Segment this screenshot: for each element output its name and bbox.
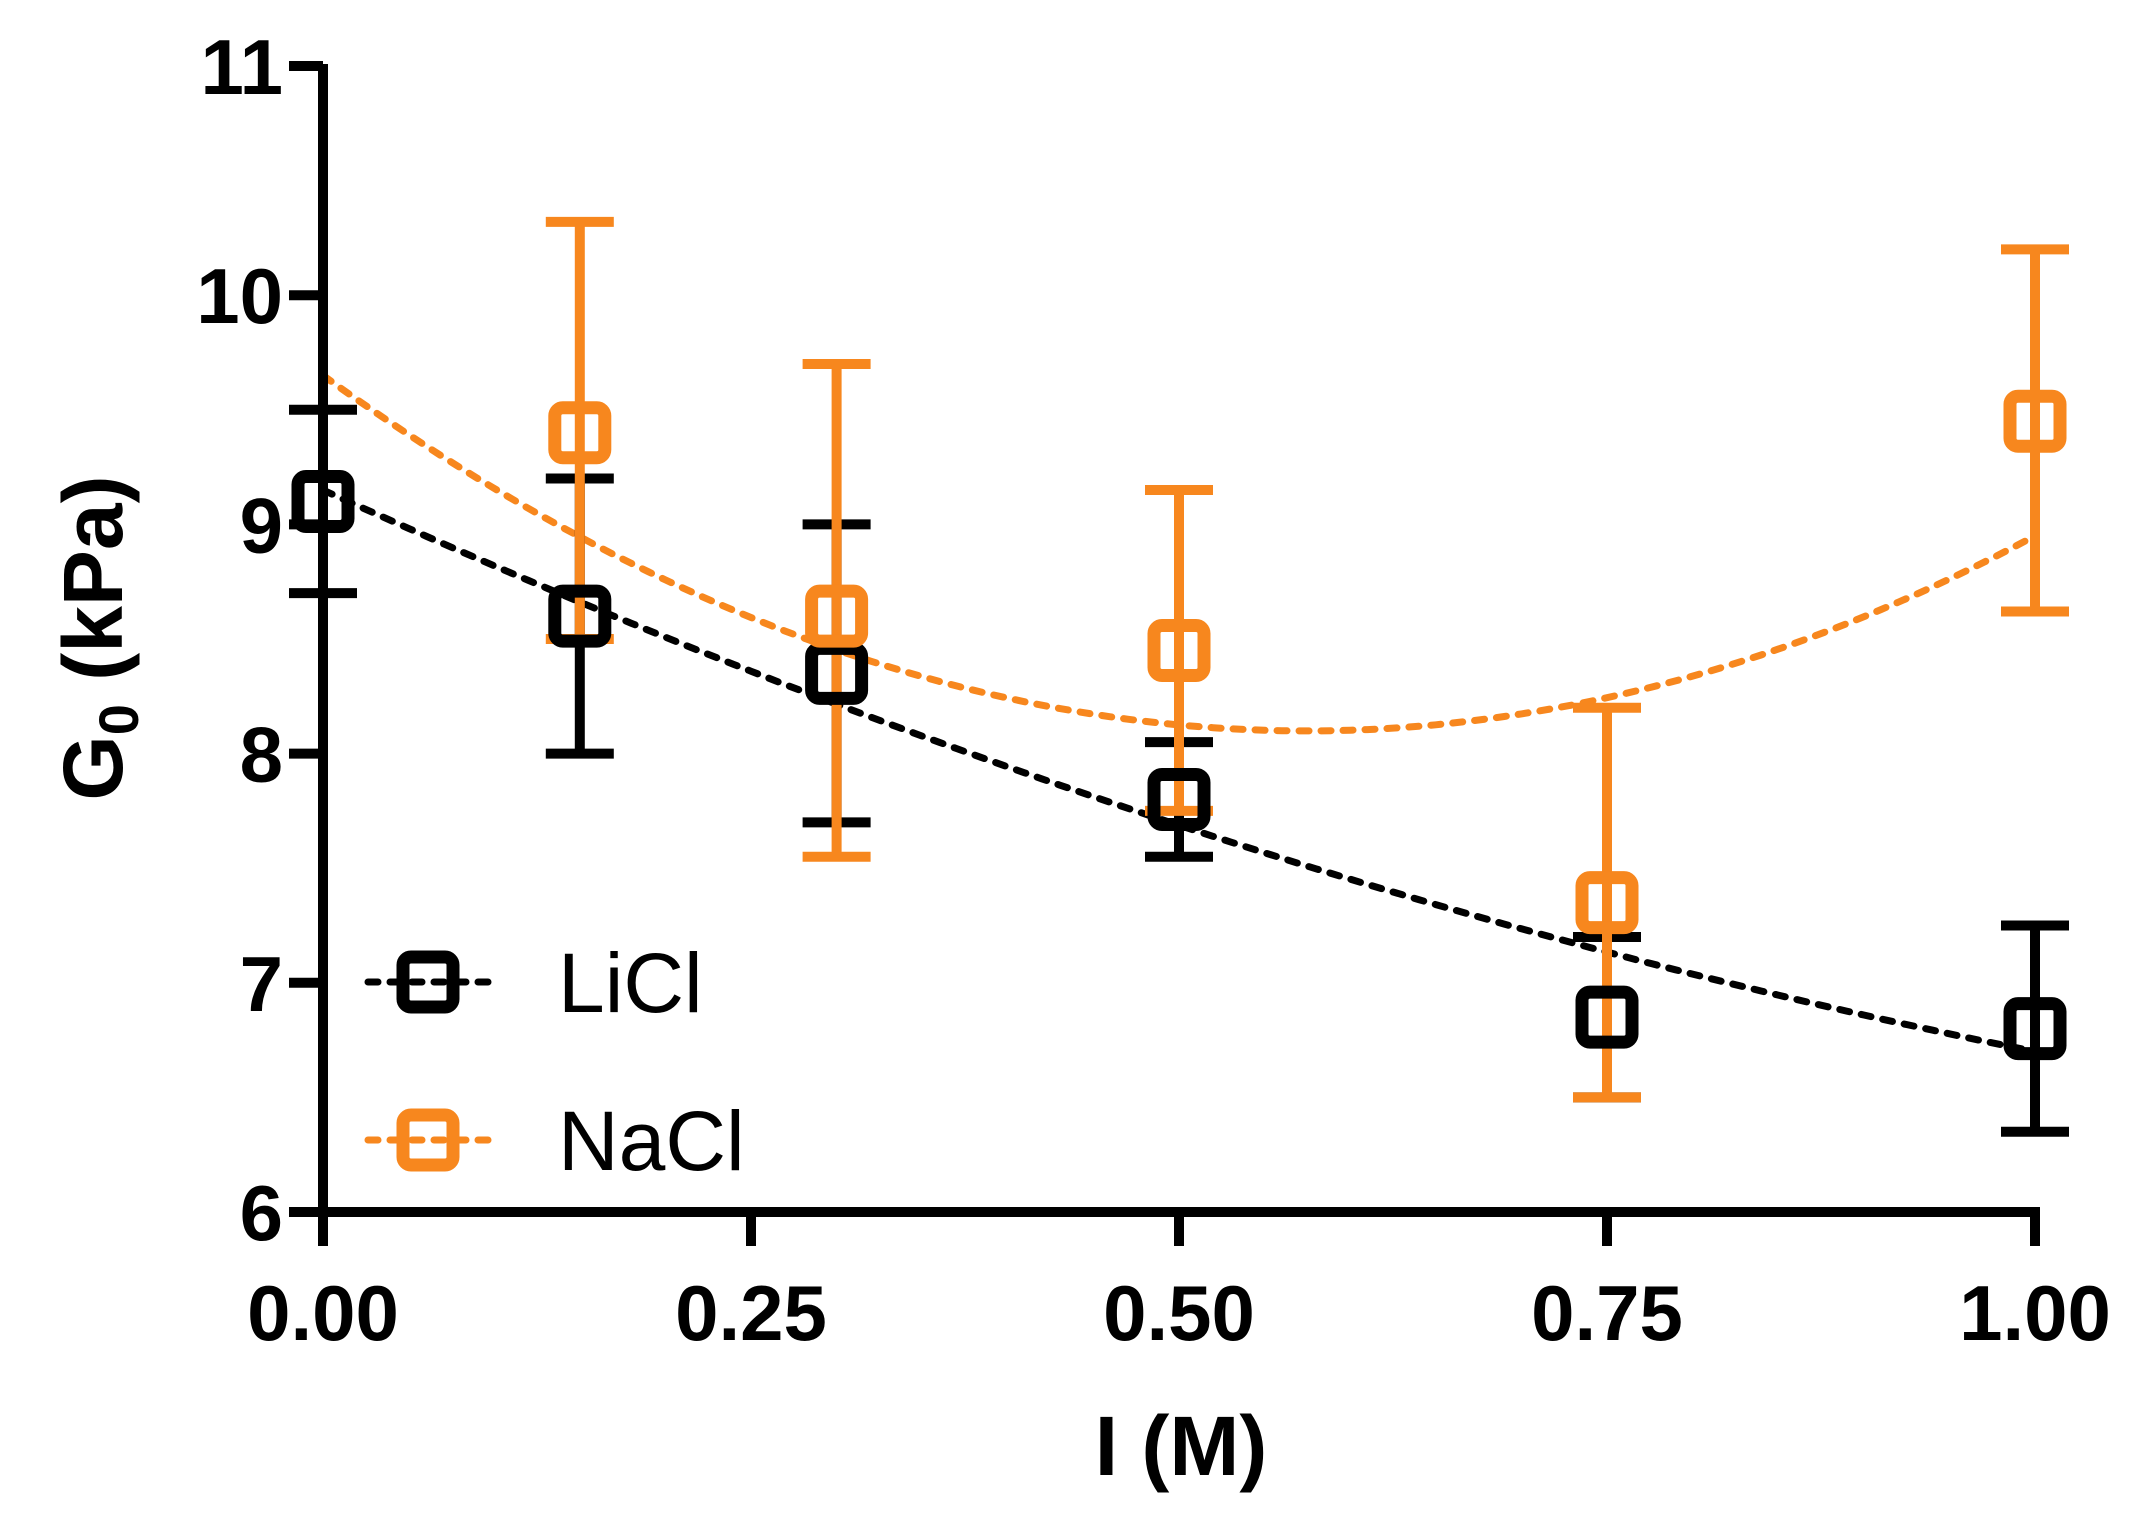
data-point-nacl: [1147, 618, 1211, 682]
data-point-nacl: [805, 584, 869, 648]
legend-marker-licl: [396, 950, 460, 1014]
x-tick-label-0.50: 0.50: [1103, 1269, 1255, 1357]
x-axis-title: I (M): [1095, 1399, 1268, 1493]
y-tick-label-7: 7: [240, 940, 283, 1028]
data-point-licl: [805, 641, 869, 705]
y-tick-label-9: 9: [240, 481, 283, 569]
y-ticks: 6 7 8 9 10 11: [196, 23, 323, 1257]
x-tick-label-0.00: 0.00: [247, 1269, 399, 1357]
error-bar-licl: [2001, 920, 2069, 1137]
y-axis-title-main: G: [46, 735, 140, 800]
y-axis-title-unit: (kPa): [46, 475, 140, 680]
y-axis-title-subscript: 0: [87, 704, 150, 735]
legend-label-licl: LiCl: [558, 936, 703, 1030]
data-point-licl: [2003, 997, 2067, 1061]
legend: LiCl NaCl: [364, 936, 745, 1188]
x-tick-label-1.00: 1.00: [1959, 1269, 2111, 1357]
data-point-licl: [548, 584, 612, 648]
legend-item-nacl: NaCl: [364, 1094, 745, 1188]
x-ticks: 0.00 0.25 0.50 0.75 1.00: [247, 1212, 2111, 1357]
x-tick-label-0.25: 0.25: [675, 1269, 827, 1357]
error-bar-nacl: [1573, 702, 1641, 1103]
y-axis-title-space: [46, 681, 140, 704]
x-tick-label-0.75: 0.75: [1531, 1269, 1683, 1357]
data-markers: [291, 389, 2067, 1061]
y-tick-label-6: 6: [240, 1169, 283, 1257]
legend-label-nacl: NaCl: [558, 1094, 745, 1188]
svg-text:G0 (kPa): G0 (kPa): [46, 475, 150, 800]
y-axis-title: G0 (kPa): [46, 475, 150, 800]
error-bar-nacl: [802, 358, 871, 862]
y-tick-label-10: 10: [196, 252, 283, 340]
data-point-licl: [1575, 985, 1639, 1049]
error-bar-nacl: [2001, 244, 2069, 617]
legend-marker-nacl: [396, 1108, 460, 1172]
legend-item-licl: LiCl: [364, 936, 703, 1030]
data-point-nacl: [2003, 389, 2067, 453]
data-point-nacl: [548, 401, 612, 465]
error-bars: [289, 216, 2069, 1137]
y-tick-label-8: 8: [240, 711, 283, 799]
y-tick-label-11: 11: [201, 23, 283, 111]
data-point-licl: [1147, 767, 1211, 831]
data-point-nacl: [1575, 871, 1639, 935]
